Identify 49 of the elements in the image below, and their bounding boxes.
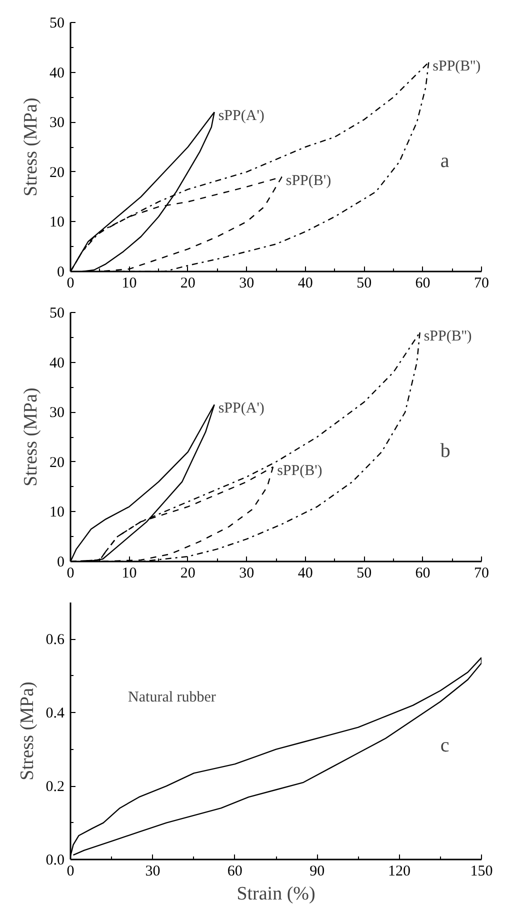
annotation: a (440, 150, 450, 172)
y-tick-label: 20 (50, 164, 64, 181)
y-axis-title: Stress (MPa) (20, 98, 42, 196)
x-tick-label: 90 (310, 864, 325, 880)
x-tick-label: 40 (298, 276, 313, 292)
y-tick-label: 50 (50, 16, 64, 32)
series-label: sPP(A') (218, 400, 264, 417)
y-tick-label: 0.2 (46, 779, 64, 796)
x-tick-label: 10 (122, 566, 137, 582)
x-tick-label: 60 (227, 864, 242, 880)
series-label: sPP(B') (286, 172, 332, 189)
x-tick-label: 60 (415, 566, 430, 582)
text: Natural rubber (128, 689, 216, 706)
x-tick-label: 10 (122, 276, 137, 292)
y-tick-label: 30 (50, 115, 64, 132)
y-tick-label: 0 (57, 264, 64, 280)
y-tick-label: 40 (50, 355, 64, 372)
x-tick-label: 50 (356, 566, 372, 582)
x-tick-label: 30 (239, 566, 254, 582)
series-label: sPP(B'') (432, 58, 481, 74)
y-tick-label: 20 (50, 454, 64, 471)
x-tick-label: 30 (145, 864, 160, 880)
y-tick-label: 0.6 (46, 632, 65, 648)
y-tick-label: 40 (50, 65, 64, 82)
y-axis-title: Stress (MPa) (16, 682, 38, 780)
series-label: sPP(B') (277, 462, 322, 479)
x-axis-title: Strain (%) (236, 884, 316, 904)
x-tick-label: 120 (388, 864, 411, 880)
annotation: b (440, 440, 450, 462)
x-tick-label: 70 (474, 566, 489, 582)
y-tick-label: 50 (50, 306, 64, 322)
x-tick-label: 70 (474, 276, 489, 292)
series-label: sPP(B'') (424, 328, 472, 344)
x-tick-label: 40 (298, 566, 313, 582)
x-tick-label: 150 (470, 864, 493, 880)
y-tick-label: 10 (50, 504, 64, 521)
x-tick-label: 20 (180, 566, 196, 582)
y-tick-label: 0.0 (46, 852, 64, 868)
series-label: sPP(A') (218, 108, 264, 124)
y-tick-label: 30 (50, 405, 64, 422)
y-tick-label: 0.4 (46, 706, 65, 722)
y-tick-label: 0 (57, 554, 64, 570)
x-tick-label: 30 (239, 276, 254, 292)
x-tick-label: 60 (415, 276, 430, 292)
y-axis-title: Stress (MPa) (20, 388, 42, 486)
x-tick-label: 50 (356, 276, 372, 292)
annotation: c (440, 734, 450, 757)
y-tick-label: 10 (50, 214, 64, 231)
x-tick-label: 20 (180, 276, 196, 292)
